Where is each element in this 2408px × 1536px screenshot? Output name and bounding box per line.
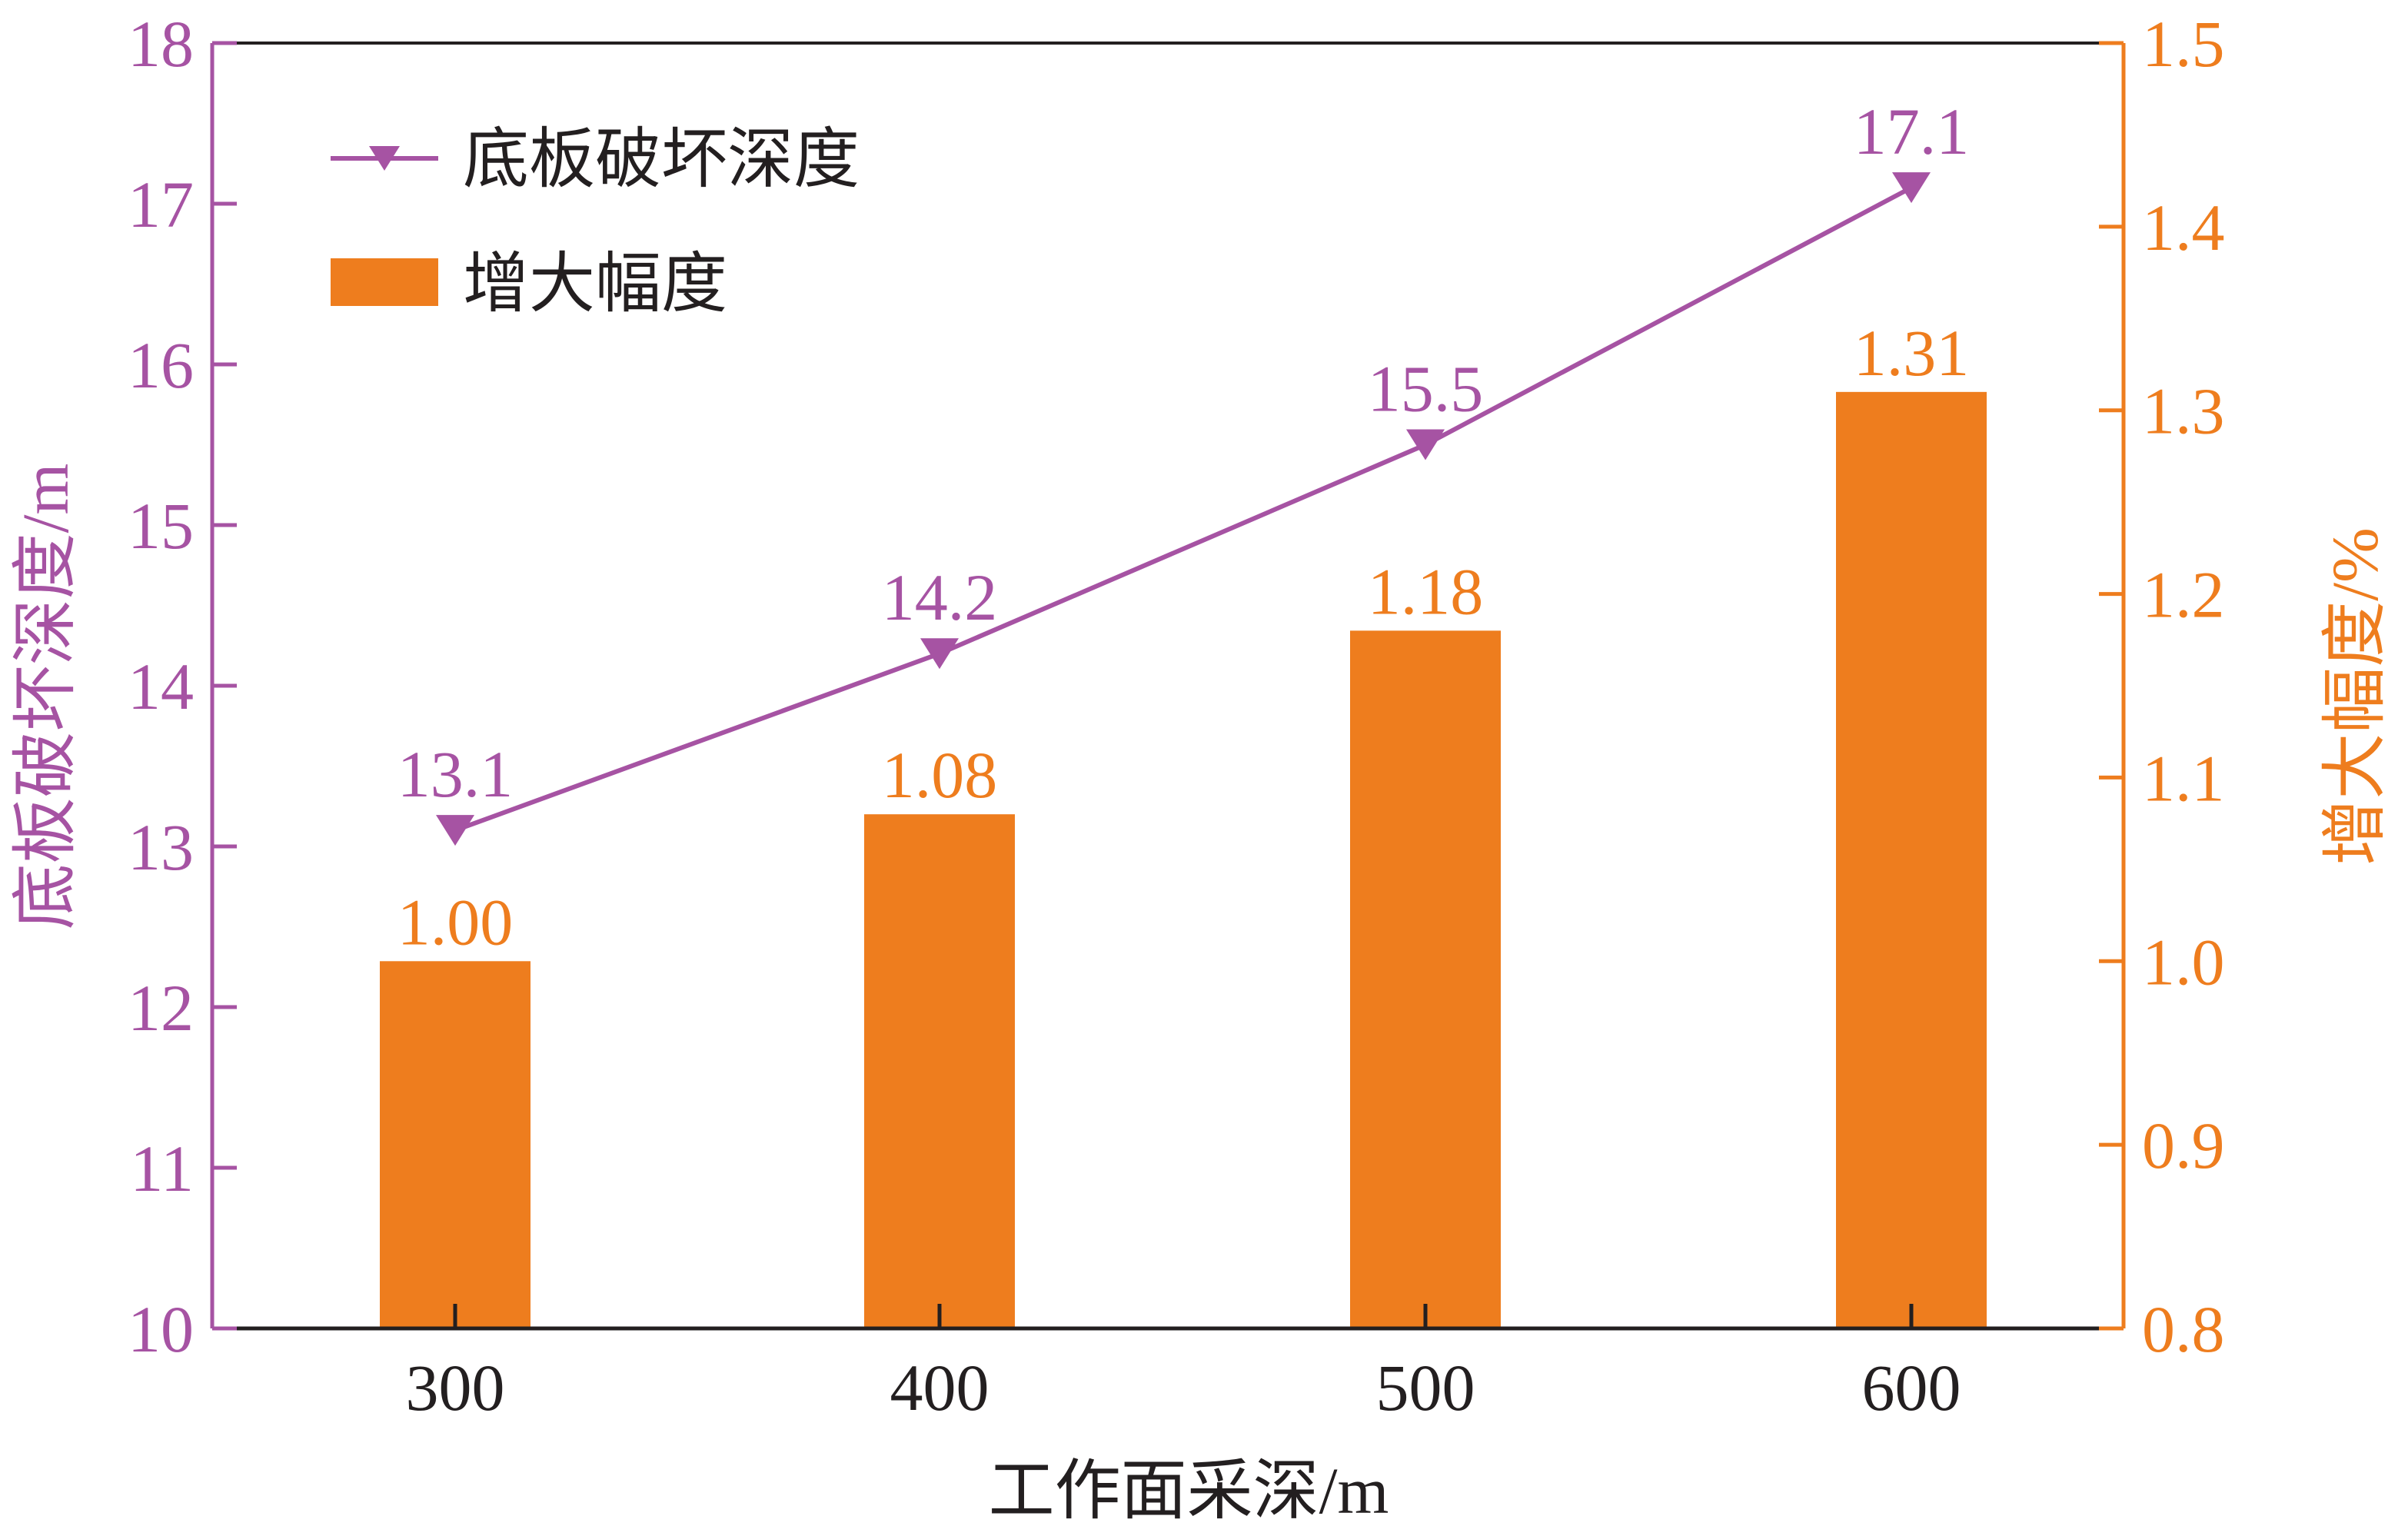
x-tick-label: 500 <box>1376 1351 1475 1425</box>
y-left-tick-label: 12 <box>128 971 194 1045</box>
bar-300 <box>380 961 530 1328</box>
y-right-tick-label: 1.3 <box>2142 374 2225 448</box>
line-point-marker <box>436 815 474 846</box>
y-right-tick-label: 1.1 <box>2142 741 2225 815</box>
y-left-tick-label: 10 <box>128 1292 194 1366</box>
y-left-tick-label: 16 <box>128 328 194 402</box>
bar-value-label: 1.08 <box>882 738 998 812</box>
bar-value-label: 1.31 <box>1854 316 1970 390</box>
line-value-label: 14.2 <box>882 560 998 634</box>
line-layer <box>436 172 1931 846</box>
x-tick-label: 600 <box>1862 1351 1961 1425</box>
line-point-marker <box>920 638 959 670</box>
line-point-marker <box>1892 172 1931 204</box>
y-right-tick-label: 1.2 <box>2142 558 2225 632</box>
y-right-tick-label: 0.9 <box>2142 1109 2225 1182</box>
line-series <box>454 185 1913 833</box>
bars-layer <box>380 391 1987 1328</box>
line-value-label: 15.5 <box>1368 352 1484 426</box>
line-point-marker <box>1406 429 1445 460</box>
y-right-tick-label: 0.8 <box>2142 1292 2225 1366</box>
legend-label-line: 底板破坏深度 <box>463 122 860 196</box>
bar-500 <box>1350 630 1501 1328</box>
y-right-tick-label: 1.0 <box>2142 925 2225 999</box>
bar-value-label: 1.00 <box>397 885 514 959</box>
legend-label-bar: 增大幅度 <box>463 247 727 321</box>
legend: 底板破坏深度 增大幅度 <box>331 122 860 321</box>
legend-triangle-marker <box>369 146 400 171</box>
y-left-tick-label: 17 <box>128 168 194 241</box>
y-axis-left-title: 底板破坏深度/m <box>8 464 82 930</box>
x-tick-label: 300 <box>406 1351 505 1425</box>
y-right-tick-label: 1.5 <box>2142 7 2225 81</box>
y-right-tick-label: 1.4 <box>2142 191 2225 264</box>
bar-600 <box>1836 391 1987 1328</box>
labels-layer: 1.00 1.08 1.18 1.31 13.1 14.2 15.5 17.1 <box>397 95 1970 959</box>
x-tick-label: 400 <box>890 1351 989 1425</box>
legend-bar-swatch <box>331 258 438 306</box>
y-axis-right-title: 增大幅度/% <box>2318 527 2392 866</box>
bar-400 <box>864 814 1015 1328</box>
x-axis-title: 工作面采深/m <box>989 1454 1389 1528</box>
y-left-tick-label: 14 <box>128 650 194 723</box>
axes-layer: 10 11 12 13 14 15 16 17 18 0.8 0.9 1.0 1.1 1.2 1.3 1.4 1… <box>128 7 2225 1425</box>
line-value-label: 17.1 <box>1854 95 1970 168</box>
y-left-tick-label: 18 <box>128 7 194 81</box>
line-value-label: 13.1 <box>397 737 514 811</box>
y-left-tick-label: 15 <box>128 489 194 563</box>
y-left-tick-label: 11 <box>130 1132 194 1205</box>
bar-value-label: 1.18 <box>1368 554 1484 628</box>
y-left-tick-label: 13 <box>128 810 194 884</box>
